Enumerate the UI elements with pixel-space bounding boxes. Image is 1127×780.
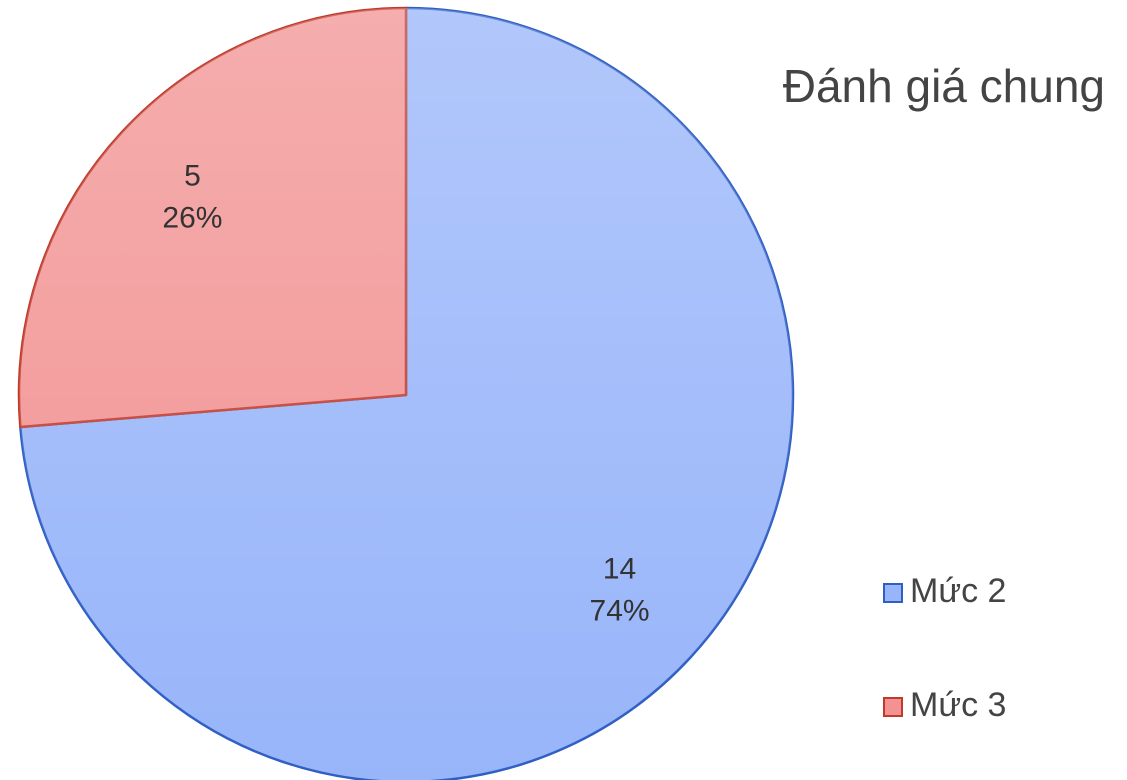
legend-label: Mức 3 — [910, 686, 1006, 724]
legend-swatch — [883, 697, 903, 717]
chart-title: Đánh giá chung — [783, 60, 1105, 112]
percent-label: 26% — [162, 201, 222, 234]
legend: Mức 2 Mức 3 — [883, 572, 1006, 724]
data-label: 5 — [184, 159, 201, 192]
legend-label: Mức 2 — [910, 572, 1006, 610]
percent-label: 74% — [590, 595, 650, 628]
pie — [17, 6, 795, 780]
data-label: 14 — [603, 553, 636, 586]
legend-swatch — [883, 583, 903, 603]
